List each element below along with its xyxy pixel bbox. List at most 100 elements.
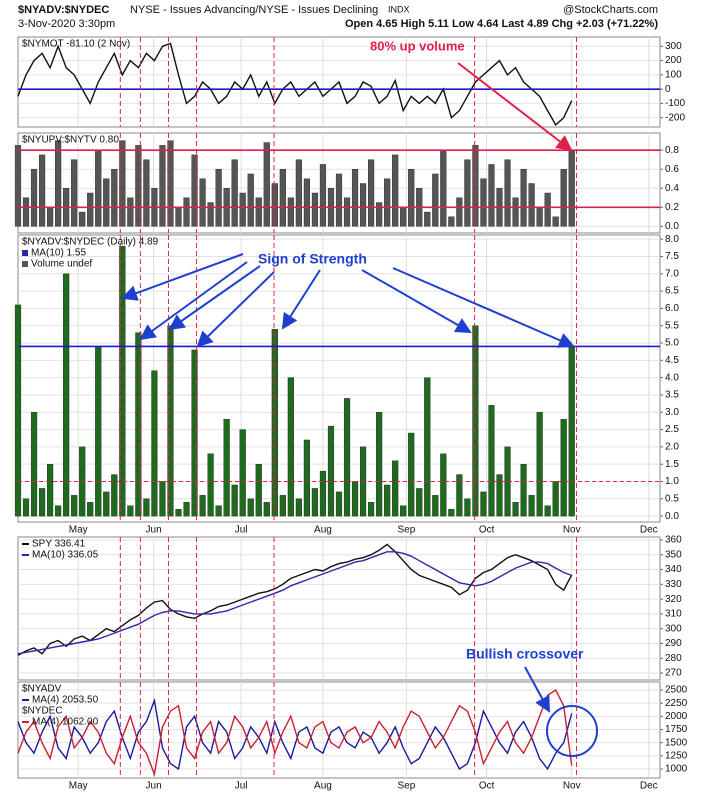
bar	[568, 149, 575, 227]
panels: -200 -100 0 100 200 300 $NYMOT -81.10 (2 Nov) 0…	[14, 36, 688, 792]
bar	[135, 332, 142, 517]
bar	[111, 474, 118, 517]
bar	[303, 178, 310, 227]
bar	[488, 164, 495, 227]
bar	[408, 168, 415, 227]
bar	[151, 370, 158, 517]
legend-swatch	[22, 261, 28, 267]
bar	[127, 197, 134, 227]
bar	[368, 502, 375, 517]
bar	[440, 453, 447, 517]
bar	[215, 168, 222, 227]
bar	[199, 178, 206, 227]
bar	[311, 488, 319, 517]
x-tick-label: Jun	[146, 781, 162, 792]
bar	[335, 173, 343, 227]
bar	[143, 159, 150, 227]
bar	[568, 346, 575, 517]
bar	[207, 202, 214, 227]
bar	[271, 328, 278, 517]
y-tick-label: 0.5	[665, 493, 679, 504]
y-tick-label: 0.0	[665, 221, 679, 232]
y-tick-label: 6.0	[665, 303, 679, 314]
bar	[111, 168, 118, 227]
x-tick-label: Jul	[235, 525, 248, 536]
legend-label: SPY 336.41	[32, 539, 86, 550]
y-tick-label: 0.0	[665, 511, 679, 522]
arrow	[361, 269, 472, 333]
bar	[368, 159, 375, 227]
bar	[552, 481, 559, 517]
bar	[400, 505, 407, 517]
bar	[512, 502, 519, 517]
bar	[536, 412, 543, 517]
bar	[480, 178, 487, 227]
y-tick-label: 270	[665, 668, 682, 679]
legend-label: MA(10) 1.55	[31, 248, 86, 259]
bar	[247, 498, 254, 517]
bar	[480, 491, 487, 517]
panel-title: $NYMOT -81.10 (2 Nov)	[22, 39, 130, 50]
y-tick-label: 290	[665, 638, 682, 649]
bar	[504, 159, 511, 227]
arrows	[121, 253, 575, 713]
bar	[384, 484, 391, 517]
bar	[239, 429, 246, 517]
bar	[472, 325, 479, 517]
y-tick-label: 4.5	[665, 355, 679, 366]
y-tick-label: 0.8	[665, 145, 679, 156]
y-tick-label: 0.6	[665, 164, 679, 175]
bar	[488, 405, 495, 517]
arrow	[524, 666, 550, 713]
bar	[376, 412, 383, 517]
bar	[319, 164, 327, 227]
legend-label: Volume undef	[31, 259, 92, 270]
x-tick-label: Aug	[314, 781, 332, 792]
y-tick-label: 320	[665, 594, 682, 605]
y-tick-label: 3.5	[665, 390, 679, 401]
bar	[416, 488, 423, 517]
bar	[400, 207, 407, 227]
bar	[127, 505, 134, 517]
annotation: 80% up volume	[370, 38, 465, 53]
bar	[464, 498, 471, 517]
bar	[47, 463, 54, 517]
arrow	[457, 62, 573, 152]
bar	[359, 183, 367, 227]
legend-header: $NYDEC	[22, 706, 63, 717]
y-tick-label: 4.0	[665, 372, 679, 383]
bar	[263, 142, 270, 227]
y-tick-label: 5.5	[665, 320, 679, 331]
y-tick-label: 2250	[665, 698, 688, 709]
x-tick-label: May	[69, 781, 88, 792]
bar	[424, 377, 431, 517]
bar	[183, 502, 190, 517]
y-tick-label: 350	[665, 549, 682, 560]
arrow	[281, 269, 321, 330]
description: NYSE - Issues Advancing/NYSE - Issues De…	[130, 4, 378, 16]
y-tick-label: 340	[665, 564, 682, 575]
bar	[71, 159, 78, 227]
x-tick-label: Oct	[479, 525, 495, 536]
source: @StockCharts.com	[563, 4, 658, 16]
bar	[560, 168, 567, 227]
bar	[175, 508, 182, 517]
x-tick-label: Sep	[398, 781, 416, 792]
bar	[103, 178, 110, 227]
line	[17, 688, 573, 777]
y-tick-label: 200	[665, 55, 682, 66]
symbol: $NYADV:$NYDEC	[18, 4, 109, 16]
x-tick-label: Jul	[235, 781, 248, 792]
bar	[263, 502, 270, 517]
y-tick-label: 7.5	[665, 251, 679, 262]
bar	[38, 488, 46, 517]
bar	[472, 145, 479, 227]
bar	[271, 183, 278, 227]
bar	[255, 197, 262, 227]
bar	[247, 173, 254, 227]
bar	[55, 505, 62, 517]
bar	[456, 197, 463, 227]
y-tick-label: 100	[665, 69, 682, 80]
x-tick-label: Nov	[563, 781, 581, 792]
y-tick-label: 2000	[665, 711, 688, 722]
